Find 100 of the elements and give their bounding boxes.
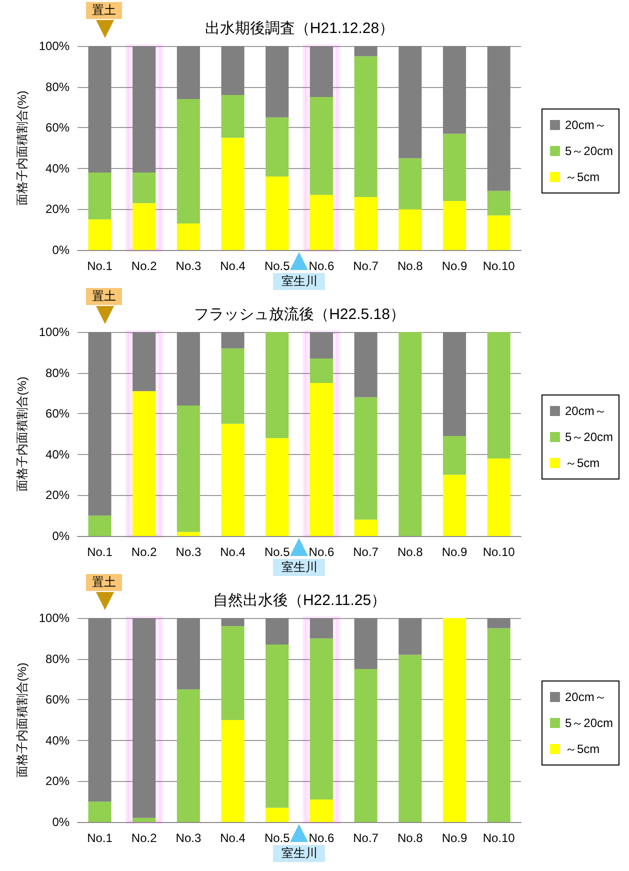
chart-title: フラッシュ放流後（H22.5.18） (194, 306, 405, 323)
bar (487, 215, 510, 250)
y-tick-label: 20% (46, 774, 70, 788)
bar (310, 194, 333, 250)
legend-label: 20cm～ (564, 690, 606, 704)
bar (132, 391, 156, 536)
text: 置土 (86, 574, 122, 591)
y-tick-label: 0% (52, 815, 70, 829)
bar (132, 203, 156, 250)
legend-label: 5～20cm (564, 144, 614, 158)
y-tick-label: 20% (46, 202, 70, 216)
y-tick-label: 60% (46, 406, 70, 421)
bar (221, 332, 244, 348)
bar (221, 348, 244, 424)
bar (266, 808, 289, 822)
bar (221, 626, 244, 720)
text: 置土 (86, 2, 122, 19)
bar (398, 158, 422, 210)
y-tick-label: 100% (38, 611, 70, 625)
bar (88, 46, 112, 172)
bar (354, 618, 378, 669)
bar (354, 669, 378, 822)
x-tick-label: No.9 (442, 545, 468, 559)
y-tick-label: 0% (52, 243, 70, 257)
legend-label: 5～20cm (564, 716, 614, 730)
legend-label: ～5cm (564, 742, 600, 756)
bar (487, 190, 510, 216)
bar (176, 99, 200, 224)
bar (442, 134, 466, 202)
bar (221, 138, 244, 250)
y-tick-label: 40% (46, 161, 70, 176)
bar (266, 438, 289, 536)
x-tick-label: No.4 (220, 545, 246, 559)
x-tick-label: No.2 (131, 545, 158, 559)
bar (132, 818, 156, 822)
x-tick-label: No.1 (87, 545, 113, 559)
bar (398, 654, 422, 822)
x-tick-label: No.6 (308, 545, 334, 559)
x-tick-label: No.1 (87, 259, 113, 273)
y-tick-label: 40% (46, 733, 70, 748)
x-tick-label: No.9 (442, 259, 468, 273)
bar (442, 46, 466, 134)
bar (354, 332, 378, 398)
y-tick-label: 80% (46, 652, 70, 666)
x-tick-label: No.4 (220, 259, 246, 273)
bar (88, 219, 112, 250)
bar (132, 172, 156, 204)
bar (88, 332, 112, 516)
bar (398, 332, 422, 536)
y-axis-title: 面格子内面積割合(%) (15, 662, 29, 778)
x-tick-label: No.6 (308, 259, 334, 273)
bar (487, 332, 510, 458)
bar (266, 176, 289, 250)
y-tick-label: 100% (38, 325, 70, 339)
text: 室生川 (273, 273, 326, 290)
bar (88, 172, 112, 220)
bar (88, 802, 112, 822)
y-tick-label: 20% (46, 488, 70, 502)
text: 置土 (86, 288, 122, 305)
bar (487, 46, 510, 191)
legend-label: 5～20cm (564, 430, 614, 444)
bar (398, 46, 422, 158)
x-tick-label: No.3 (176, 259, 202, 273)
x-tick-label: No.7 (353, 259, 379, 273)
y-tick-label: 80% (46, 80, 70, 94)
x-tick-label: No.2 (131, 831, 158, 845)
bar (442, 618, 466, 822)
bar (88, 516, 112, 536)
bar (221, 424, 244, 536)
x-tick-label: No.10 (482, 831, 516, 845)
bar (487, 618, 510, 628)
legend-label: 20cm～ (564, 118, 606, 132)
chart-title: 出水期後調査（H21.12.28） (204, 20, 394, 37)
bar (310, 383, 333, 536)
bar (176, 223, 200, 250)
y-tick-label: 0% (52, 529, 70, 543)
bar (442, 474, 466, 536)
bar (266, 618, 289, 645)
x-tick-label: No.9 (442, 831, 468, 845)
y-tick-label: 100% (38, 39, 70, 53)
bar (310, 800, 333, 822)
bar (354, 520, 378, 536)
bar (176, 532, 200, 536)
bar (310, 97, 333, 195)
bar (354, 397, 378, 520)
bar (310, 46, 333, 97)
chart-title: 自然出水後（H22.11.25） (212, 592, 386, 609)
bar (487, 458, 510, 536)
bar (487, 628, 510, 822)
bar (132, 46, 156, 172)
legend-label: ～5cm (564, 170, 600, 184)
x-tick-label: No.5 (264, 259, 290, 273)
bar (176, 332, 200, 406)
bar (266, 332, 289, 438)
x-tick-label: No.7 (353, 545, 379, 559)
x-tick-label: No.5 (264, 545, 290, 559)
bar (310, 358, 333, 383)
x-tick-label: No.10 (482, 259, 516, 273)
bar (442, 201, 466, 250)
bar (266, 46, 289, 118)
